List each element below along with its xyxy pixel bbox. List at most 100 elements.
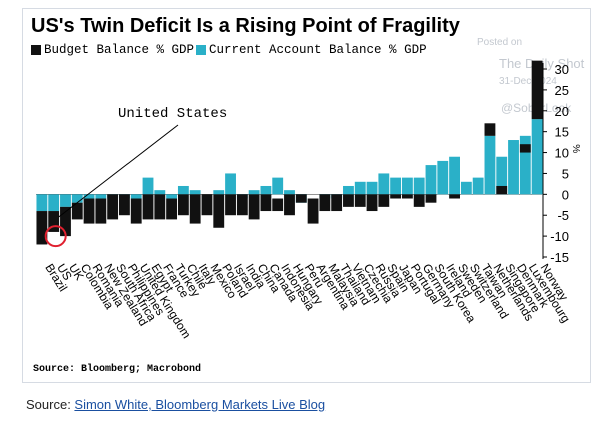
bar-budget-balance	[484, 123, 496, 136]
bar-current-account	[390, 177, 402, 195]
bar-budget-balance	[449, 194, 460, 199]
bar-budget-balance	[248, 194, 260, 220]
bar-current-account	[189, 190, 201, 195]
bar-current-account	[213, 190, 225, 195]
y-tick-label: 10	[555, 146, 569, 161]
bar-current-account	[413, 177, 425, 195]
bar-budget-balance	[236, 194, 248, 216]
bar-budget-balance	[272, 198, 284, 212]
bar-budget-balance	[519, 144, 531, 153]
y-tick-label: 5	[562, 166, 569, 181]
bar-current-account	[378, 173, 390, 195]
bar-current-account	[166, 194, 178, 199]
bar-budget-balance	[531, 60, 543, 120]
bar-budget-balance	[496, 185, 508, 195]
y-tick-label: -10	[550, 229, 569, 244]
bar-current-account	[142, 177, 154, 195]
bar-current-account	[284, 190, 295, 195]
caption-prefix: Source:	[26, 397, 75, 412]
bar-budget-balance	[378, 194, 390, 207]
annotation-arrow	[58, 124, 179, 218]
bar-current-account	[366, 181, 378, 195]
y-tick-label: 0	[562, 187, 569, 202]
bar-current-account	[95, 194, 107, 199]
bar-budget-balance	[284, 194, 295, 216]
chart-title: US's Twin Deficit Is a Rising Point of F…	[31, 15, 460, 37]
y-axis-label: %	[570, 144, 581, 153]
chart-figure: US's Twin Deficit Is a Rising Point of F…	[22, 8, 591, 383]
bar-budget-balance	[413, 194, 425, 207]
bar-budget-balance	[225, 194, 236, 216]
bar-current-account	[36, 194, 48, 212]
caption: Source: Simon White, Bloomberg Markets L…	[26, 397, 325, 412]
bar-current-account	[354, 181, 366, 195]
bar-budget-balance	[48, 211, 60, 232]
bar-budget-balance	[425, 194, 437, 203]
bar-budget-balance	[319, 194, 331, 212]
bar-budget-balance	[154, 194, 166, 220]
bar-budget-balance	[390, 194, 402, 199]
bar-budget-balance	[213, 194, 225, 228]
bar-budget-balance	[307, 198, 319, 224]
bar-current-account	[272, 177, 284, 195]
bar-current-account	[484, 135, 496, 195]
bar-budget-balance	[119, 194, 130, 216]
bar-budget-balance	[331, 194, 343, 212]
bar-current-account	[177, 185, 189, 195]
us-highlight-circle	[44, 225, 67, 248]
bar-current-account	[71, 194, 83, 203]
bar-budget-balance	[295, 194, 307, 203]
bar-current-account	[130, 194, 142, 199]
y-tick-label: 20	[555, 104, 569, 119]
bar-current-account	[519, 135, 531, 195]
bar-budget-balance	[177, 194, 189, 216]
y-tick-label: 30	[555, 62, 569, 77]
bar-budget-balance	[166, 198, 178, 220]
legend-label-budget: Budget Balance % GDP	[44, 43, 195, 57]
bar-budget-balance	[83, 198, 95, 224]
chart-legend: Budget Balance % GDP Current Account Bal…	[31, 43, 427, 57]
bar-current-account	[472, 177, 484, 195]
bar-current-account	[425, 165, 437, 195]
legend-swatch-budget	[31, 45, 41, 55]
y-tick-label: -5	[557, 208, 569, 223]
legend-label-current: Current Account Balance % GDP	[209, 43, 427, 57]
bar-current-account	[248, 190, 260, 195]
annotation-text: United States	[118, 106, 227, 122]
y-tick-label: -15	[550, 250, 569, 265]
bar-current-account	[449, 156, 460, 195]
watermark-posted: Posted on	[477, 37, 523, 48]
bar-current-account	[460, 181, 472, 195]
y-tick-label: 15	[555, 125, 569, 140]
bar-current-account	[154, 190, 166, 195]
bar-budget-balance	[71, 202, 83, 220]
bar-current-account	[343, 185, 354, 195]
bar-current-account	[60, 194, 71, 207]
bar-current-account	[437, 160, 449, 195]
bar-current-account	[260, 185, 272, 195]
bar-budget-balance	[142, 194, 154, 220]
bar-current-account	[401, 177, 413, 195]
bar-budget-balance	[201, 194, 213, 216]
bar-current-account	[508, 140, 519, 195]
bar-budget-balance	[189, 194, 201, 224]
watermark-date: 31-Dec-2024	[499, 76, 557, 87]
bar-budget-balance	[107, 194, 119, 220]
bar-current-account	[225, 173, 236, 195]
bar-budget-balance	[36, 211, 48, 245]
bar-current-account	[531, 119, 543, 195]
legend-swatch-current	[196, 45, 207, 55]
chart-source: Source: Bloomberg; Macrobond	[33, 364, 202, 375]
bar-budget-balance	[401, 194, 413, 199]
bar-budget-balance	[95, 198, 107, 224]
bar-budget-balance	[366, 194, 378, 212]
bar-budget-balance	[130, 198, 142, 224]
bar-budget-balance	[260, 194, 272, 212]
y-tick-label: 25	[555, 83, 569, 98]
bar-current-account	[48, 194, 60, 212]
bar-budget-balance	[60, 206, 71, 237]
bar-budget-balance	[354, 194, 366, 207]
bar-budget-balance	[343, 194, 354, 207]
plot-area: 302520151050-5-10-15%BrazilUSUKColombiaR…	[36, 60, 581, 341]
caption-source-link[interactable]: Simon White, Bloomberg Markets Live Blog	[74, 397, 326, 412]
